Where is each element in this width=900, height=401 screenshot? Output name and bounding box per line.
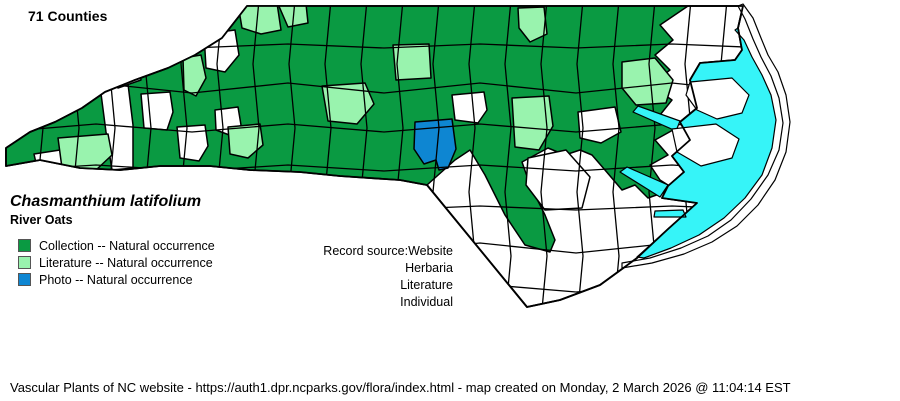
county-patch-literature xyxy=(237,6,282,35)
county-patch-literature xyxy=(392,43,432,81)
photo-swatch-icon xyxy=(18,273,31,286)
county-patch-empty xyxy=(525,149,591,211)
coastal-peninsula xyxy=(685,77,750,120)
river-water xyxy=(619,166,669,198)
legend-label: Literature -- Natural occurrence xyxy=(39,255,213,270)
literature-swatch-icon xyxy=(18,256,31,269)
legend-label: Collection -- Natural occurrence xyxy=(39,238,215,253)
outer-banks xyxy=(621,3,791,269)
state-outline xyxy=(5,5,744,308)
legend-item-photo: Photo -- Natural occurrence xyxy=(18,271,215,288)
record-source: Record source:Website Herbaria Literatur… xyxy=(280,243,453,311)
record-source-value: Website xyxy=(408,244,453,258)
county-patch-photo xyxy=(413,118,457,171)
record-source-value: Herbaria xyxy=(405,261,453,275)
collection-swatch-icon xyxy=(18,239,31,252)
county-grid-line xyxy=(540,6,548,307)
record-source-line: Record source:Website xyxy=(280,243,453,260)
footer-credit: Vascular Plants of NC website - https://… xyxy=(10,380,791,395)
county-patch-literature xyxy=(57,133,113,171)
river-water xyxy=(632,105,681,132)
scientific-name: Chasmanthium latifolium xyxy=(10,193,202,210)
county-patch-empty xyxy=(140,91,174,131)
legend-item-literature: Literature -- Natural occurrence xyxy=(18,254,215,271)
legend-item-collection: Collection -- Natural occurrence xyxy=(18,237,215,254)
record-source-value: Individual xyxy=(400,295,453,309)
record-source-label: Record source: xyxy=(323,244,409,258)
county-patch-literature xyxy=(227,123,264,159)
county-patch-literature xyxy=(517,6,548,43)
county-grid-line xyxy=(6,82,743,94)
common-name: River Oats xyxy=(10,213,73,227)
legend: Collection -- Natural occurrence Literat… xyxy=(18,237,215,288)
county-grid-line xyxy=(6,123,743,133)
county-patch-empty xyxy=(451,91,488,124)
county-grid-line xyxy=(612,6,620,307)
county-count-title: 71 Counties xyxy=(28,8,108,24)
record-source-value: Literature xyxy=(400,278,453,292)
county-patch-literature xyxy=(182,54,207,97)
species-block: Chasmanthium latifolium River Oats xyxy=(10,193,201,228)
county-grid-line xyxy=(6,164,743,172)
county-patch-empty xyxy=(577,106,622,144)
county-grid-line xyxy=(576,6,584,307)
legend-label: Photo -- Natural occurrence xyxy=(39,272,193,287)
county-grid-line xyxy=(504,6,512,307)
river-water xyxy=(653,209,687,218)
